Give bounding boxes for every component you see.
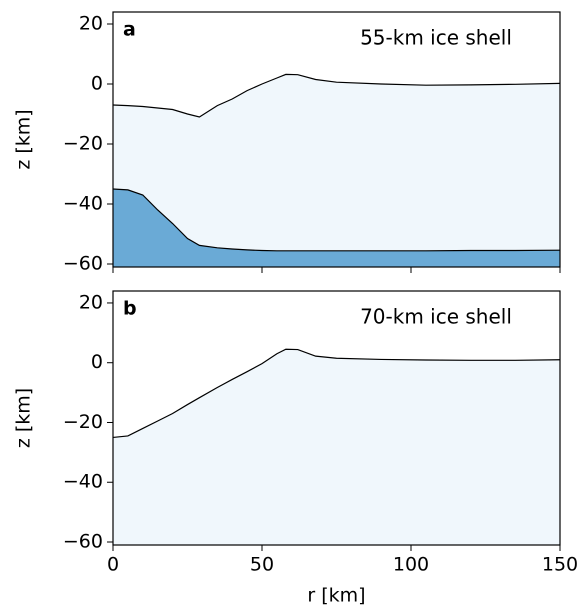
y-axis-label: z [km] (13, 109, 35, 169)
x-tick-label: 150 (542, 554, 578, 576)
y-tick-label: −40 (63, 471, 103, 493)
panel-label: b (123, 298, 137, 320)
x-tick-label: 50 (250, 554, 274, 576)
x-axis-label: r [km] (307, 585, 365, 607)
x-tick-label: 100 (393, 554, 429, 576)
series-line (112, 348, 561, 439)
axes-frame (112, 11, 561, 268)
y-tick-label: 0 (91, 73, 103, 95)
annotation: 55-km ice shell (360, 26, 512, 50)
area-fill (113, 74, 560, 268)
y-tick-label: 20 (79, 291, 103, 313)
series-line (112, 73, 561, 118)
y-tick-label: −20 (63, 133, 103, 155)
y-tick-label: −60 (63, 531, 103, 553)
series-line (112, 188, 561, 252)
y-tick-label: −40 (63, 193, 103, 215)
y-tick-label: 20 (79, 13, 103, 35)
axes-frame (112, 290, 561, 546)
y-axis-label: z [km] (13, 388, 35, 448)
x-tick-label: 0 (107, 554, 119, 576)
y-tick-label: 0 (91, 351, 103, 373)
y-tick-label: −20 (63, 411, 103, 433)
annotation: 70-km ice shell (360, 305, 512, 329)
area-fill (113, 349, 560, 545)
y-tick-label: −60 (63, 253, 103, 275)
panel-label: a (123, 19, 136, 41)
